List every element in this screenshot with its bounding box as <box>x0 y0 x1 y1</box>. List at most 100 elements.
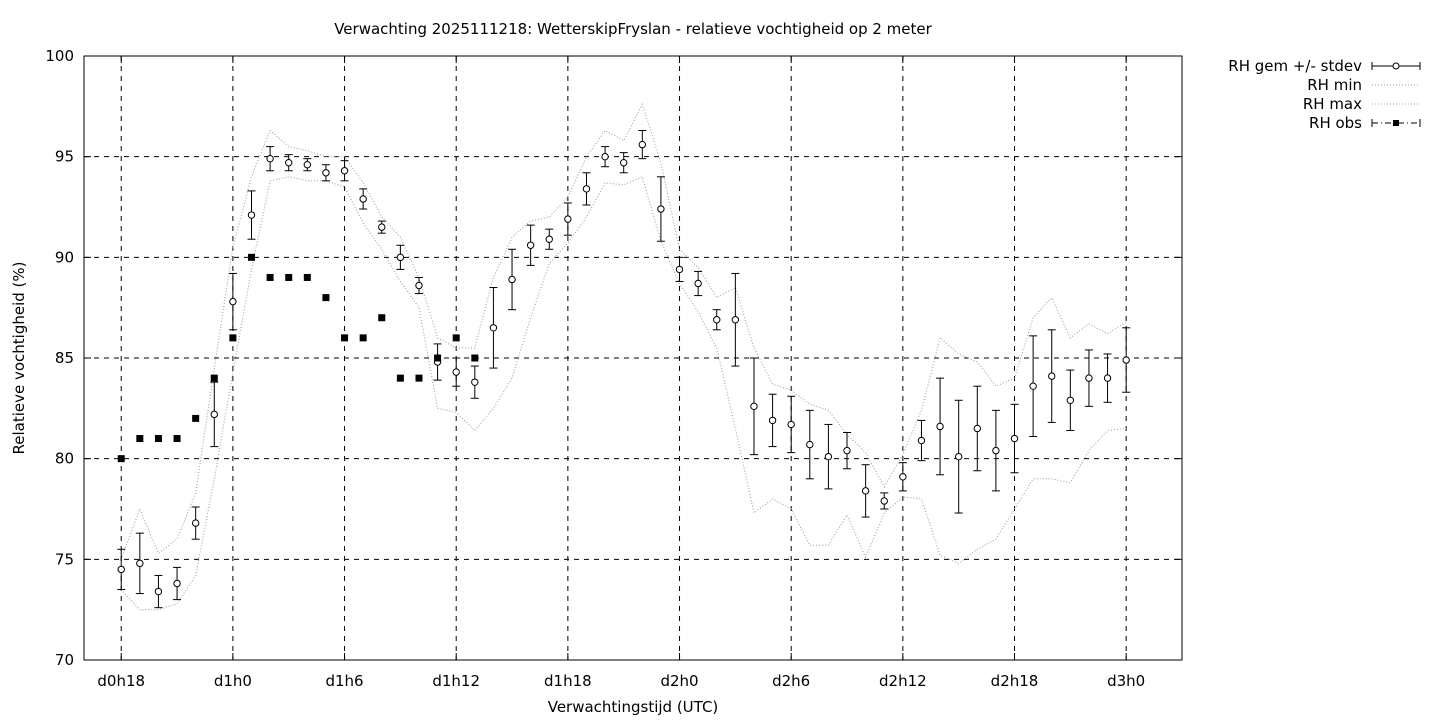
mean-point <box>266 154 274 163</box>
x-tick-label: d2h6 <box>772 672 810 690</box>
mean-point <box>1066 396 1075 404</box>
obs-point <box>303 273 311 281</box>
mean-point <box>471 378 479 386</box>
mean-point <box>675 265 684 274</box>
mean-point <box>154 587 163 596</box>
mean-point <box>657 205 665 213</box>
mean-point <box>973 424 981 433</box>
mean-point <box>247 211 256 219</box>
y-tick-label: 80 <box>55 450 74 468</box>
obs-point <box>471 354 479 362</box>
obs-point <box>378 314 386 322</box>
mean-point <box>229 297 237 306</box>
mean-point <box>936 422 944 431</box>
mean-point <box>378 223 386 231</box>
obs-point <box>192 414 200 422</box>
obs-point <box>415 374 423 382</box>
legend-label: RH min <box>1307 76 1362 94</box>
mean-point <box>396 253 405 262</box>
mean-point <box>1048 372 1056 380</box>
legend-label: RH max <box>1303 95 1362 113</box>
mean-point <box>173 579 181 588</box>
mean-point <box>601 152 609 161</box>
mean-point <box>638 140 647 149</box>
y-tick-label: 70 <box>55 651 74 669</box>
mean-point <box>303 161 312 169</box>
obs-point <box>173 435 181 443</box>
mean-point <box>191 519 200 527</box>
obs-point <box>154 435 162 443</box>
chart-title: Verwachting 2025111218: WetterskipFrysla… <box>334 20 932 38</box>
x-tick-label: d1h12 <box>432 672 480 690</box>
mean-point <box>508 275 516 284</box>
y-tick-label: 100 <box>45 47 74 65</box>
y-tick-label: 85 <box>55 349 74 367</box>
mean-point <box>582 185 591 193</box>
mean-point <box>861 487 870 495</box>
mean-point <box>731 316 740 324</box>
x-tick-label: d1h18 <box>544 672 592 690</box>
x-axis-ticks: d0h18 d1h0 d1h6 d1h12 d1h18 d2h0 d2h6 d2h12 d2h1… <box>97 56 1145 690</box>
mean-point <box>136 559 144 568</box>
mean-point <box>992 446 1000 455</box>
mean-point <box>1010 434 1019 443</box>
mean-point <box>340 167 349 175</box>
mean-point <box>843 446 851 455</box>
obs-point <box>322 294 330 302</box>
mean-point <box>750 402 758 411</box>
x-tick-label: d1h6 <box>325 672 363 690</box>
mean-point <box>768 416 777 425</box>
mean-point <box>285 159 293 167</box>
mean-point <box>917 436 926 445</box>
x-axis-label: Verwachtingstijd (UTC) <box>548 698 719 716</box>
x-tick-label: d0h18 <box>97 672 145 690</box>
obs-point <box>341 334 349 342</box>
x-tick-label: d2h0 <box>660 672 698 690</box>
y-axis-ticks: 70 75 80 85 90 95 100 <box>45 47 1182 669</box>
y-tick-label: 75 <box>55 550 74 568</box>
obs-point <box>434 354 442 362</box>
y-tick-label: 95 <box>55 148 74 166</box>
mean-point <box>880 497 888 505</box>
mean-point <box>117 565 125 574</box>
mean-point <box>899 473 907 481</box>
mean-point <box>619 159 628 167</box>
mean-point <box>415 281 423 290</box>
obs-point <box>266 273 274 281</box>
mean-errorbars <box>117 129 1131 609</box>
obs-point <box>396 374 404 382</box>
obs-point <box>452 334 460 342</box>
mean-point <box>1085 374 1093 382</box>
x-tick-label: d2h18 <box>991 672 1039 690</box>
mean-point <box>806 440 814 449</box>
obs-point <box>136 435 144 443</box>
mean-point <box>489 324 498 332</box>
mean-point <box>1122 356 1130 364</box>
legend-sample-point <box>1392 62 1400 70</box>
legend-label: RH obs <box>1309 114 1362 132</box>
y-axis-label: Relatieve vochtigheid (%) <box>10 261 28 454</box>
min-max-lines <box>120 102 1127 611</box>
obs-point <box>247 253 255 261</box>
mean-point <box>564 215 572 223</box>
mean-point <box>545 235 553 243</box>
mean-point <box>824 452 833 461</box>
obs-point <box>229 334 237 342</box>
x-tick-label: d2h12 <box>879 672 927 690</box>
mean-point <box>1103 374 1112 382</box>
x-tick-label: d3h0 <box>1107 672 1145 690</box>
mean-point <box>526 241 535 249</box>
x-tick-label: d1h0 <box>214 672 252 690</box>
obs-point <box>117 455 125 463</box>
rh-max-line <box>120 102 1127 560</box>
legend-label: RH gem +/- stdev <box>1228 57 1362 75</box>
legend-sample-point <box>1393 120 1399 126</box>
mean-point <box>713 316 721 324</box>
mean-point <box>452 368 460 376</box>
mean-point <box>1029 382 1037 390</box>
mean-point <box>359 195 367 203</box>
mean-point <box>954 452 963 461</box>
obs-point <box>359 334 367 342</box>
